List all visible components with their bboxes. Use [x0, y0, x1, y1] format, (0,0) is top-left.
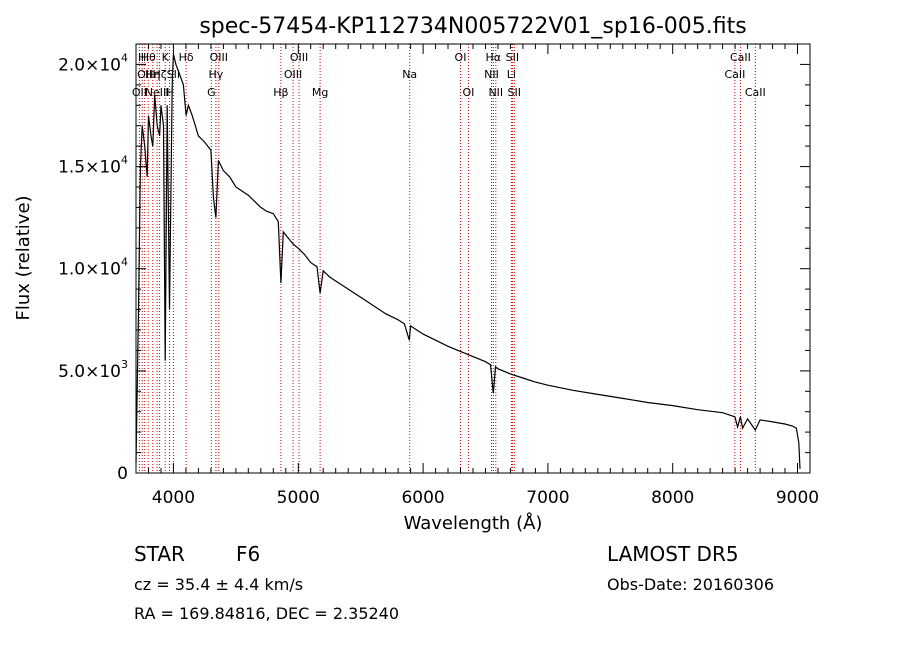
x-axis-title: Wavelength (Å) [404, 512, 543, 534]
reference-line-label: G [207, 86, 216, 99]
reference-line-label: CaII [724, 68, 745, 81]
chart-title: spec-57454-KP112734N005722V01_sp16-005.f… [199, 14, 746, 39]
x-tick-label: 7000 [526, 488, 569, 508]
reference-line-label: SII [167, 68, 180, 81]
reference-line-label: SII [506, 51, 519, 64]
x-tick-label: 4000 [152, 488, 195, 508]
reference-line-label: Hδ [179, 51, 194, 64]
spectral-subclass: F6 [236, 542, 260, 566]
y-axis-ticks: 0 5.0×103 1.0×104 1.5×104 2.0×104 [58, 43, 810, 484]
reference-line-label: Mg [312, 86, 328, 99]
y-tick-label: 0 [117, 464, 128, 484]
reference-line-label: Hγ [209, 68, 224, 81]
reference-line-label: OIII [210, 51, 228, 64]
reference-line-label: OI [462, 86, 474, 99]
reference-line-label: Hθ [141, 51, 156, 64]
reference-line-label: Hζ [152, 68, 166, 81]
y-tick-label: 5.0×103 [58, 358, 128, 382]
y-tick-label: 1.0×104 [58, 256, 128, 280]
reference-line-label: CaII [745, 86, 766, 99]
reference-line-label: Na [402, 68, 417, 81]
reference-line-label: Hβ [273, 86, 288, 99]
reference-line-label: OI [455, 51, 467, 64]
plot-frame [135, 43, 811, 474]
reference-line-label: Hα [486, 51, 502, 64]
reference-line-label: K [162, 51, 170, 64]
observation-date: Obs-Date: 20160306 [607, 575, 774, 594]
reference-line-labels: OIIHOIIHθHηNeIIIHζKHSIIHδGHγOIIIHβOIIIOI… [132, 51, 766, 99]
reference-line-label: OIII [284, 68, 302, 81]
reference-line-label: NeIII [145, 86, 170, 99]
redshift-text: cz = 35.4 ± 4.4 km/s [134, 575, 303, 594]
reference-line-label: SII [508, 86, 521, 99]
reference-line-label: NII [488, 86, 503, 99]
reference-lines [138, 44, 756, 473]
reference-line-label: OII [137, 68, 152, 81]
y-tick-label: 2.0×104 [58, 51, 128, 75]
object-class: STAR [134, 542, 185, 566]
spectrum-line [135, 54, 801, 469]
reference-line-label: NII [484, 68, 499, 81]
reference-line-label: H [138, 51, 146, 64]
x-tick-label: 6000 [401, 488, 444, 508]
reference-line-label: Hη [145, 68, 160, 81]
y-tick-label: 1.5×104 [58, 154, 128, 178]
x-tick-label: 8000 [651, 488, 694, 508]
reference-line-label: OIII [290, 51, 308, 64]
x-tick-label: 9000 [776, 488, 819, 508]
x-tick-label: 5000 [277, 488, 320, 508]
y-axis-title: Flux (relative) [13, 195, 34, 320]
reference-line-label: H [165, 86, 173, 99]
survey-name: LAMOST DR5 [607, 542, 739, 566]
reference-line-label: CaII [730, 51, 751, 64]
info-panel: STAR F6 cz = 35.4 ± 4.4 km/s RA = 169.84… [134, 542, 774, 623]
reference-line-label: Li [507, 68, 516, 81]
x-axis-ticks: 4000 5000 6000 7000 8000 9000 [148, 44, 819, 508]
coordinates-text: RA = 169.84816, DEC = 2.35240 [134, 604, 399, 623]
